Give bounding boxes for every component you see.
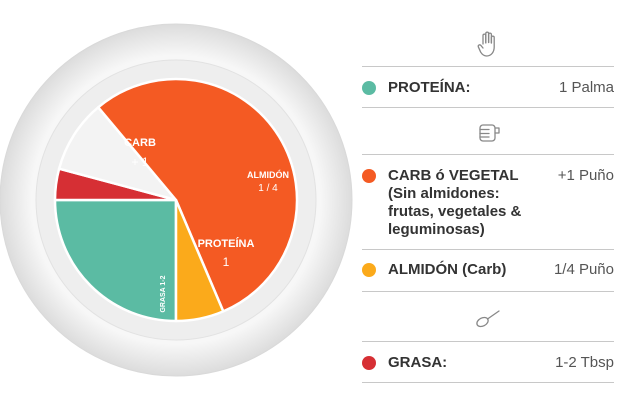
hand-palm-icon [362,30,614,58]
legend-dot-proteina [362,81,376,95]
legend-name-line: (Sin almidones: [388,185,500,202]
legend-value-carb: +1 Puño [557,167,614,184]
legend-name-grasa: GRASA: [388,354,448,371]
slice-label-proteina: PROTEÍNA [198,237,255,250]
slice-label-carb: CARB [124,137,156,149]
pie-slice-carb [96,77,299,313]
legend-name-proteina: PROTEÍNA: [388,79,471,96]
legend-name-line: frutas, vegetales & [388,203,522,220]
legend-divider [362,154,614,155]
legend-item-carb: CARB ó VEGETAL (Sin almidones: frutas, v… [362,167,614,239]
legend-value-proteina: 1 Palma [558,79,614,96]
legend-value-almidon: 1/4 Puño [553,261,614,278]
spoon-icon [362,307,614,329]
legend-item-almidon: ALMIDÓN (Carb) 1/4 Puño [362,261,614,279]
legend-divider [362,291,614,292]
slice-label-almidon: ALMIDÓN [247,169,289,180]
legend-dot-grasa [362,356,376,370]
slice-value-carb: + 1 [131,155,148,169]
pie-slice-proteina [53,198,178,323]
legend-name-carb: CARB ó VEGETAL (Sin almidones: frutas, v… [388,167,558,239]
legend-name-line: CARB ó VEGETAL [388,167,519,184]
pie-slice-almidon [174,198,225,323]
legend-dot-carb [362,169,376,183]
slice-label-grasa: GRASA 1-2 [160,275,167,312]
legend-divider [362,249,614,250]
legend-divider [362,341,614,342]
legend-item-proteina: PROTEÍNA: 1 Palma [362,79,614,97]
legend-dot-almidon [362,263,376,277]
legend-divider [362,382,614,383]
pie-slice-empty [57,106,178,202]
legend-divider [362,107,614,108]
legend-name-almidon: ALMIDÓN (Carb) [388,261,507,278]
slice-value-almidon: 1 / 4 [258,183,278,194]
legend: PROTEÍNA: 1 Palma CARB ó VEGETAL (Sin al… [362,0,614,406]
slice-value-proteina: 1 [223,255,230,269]
legend-item-grasa: GRASA: 1-2 Tbsp [362,354,614,372]
fist-icon [362,122,614,144]
legend-value-grasa: 1-2 Tbsp [555,354,614,371]
legend-divider [362,66,614,67]
legend-name-line: leguminosas) [388,221,485,238]
